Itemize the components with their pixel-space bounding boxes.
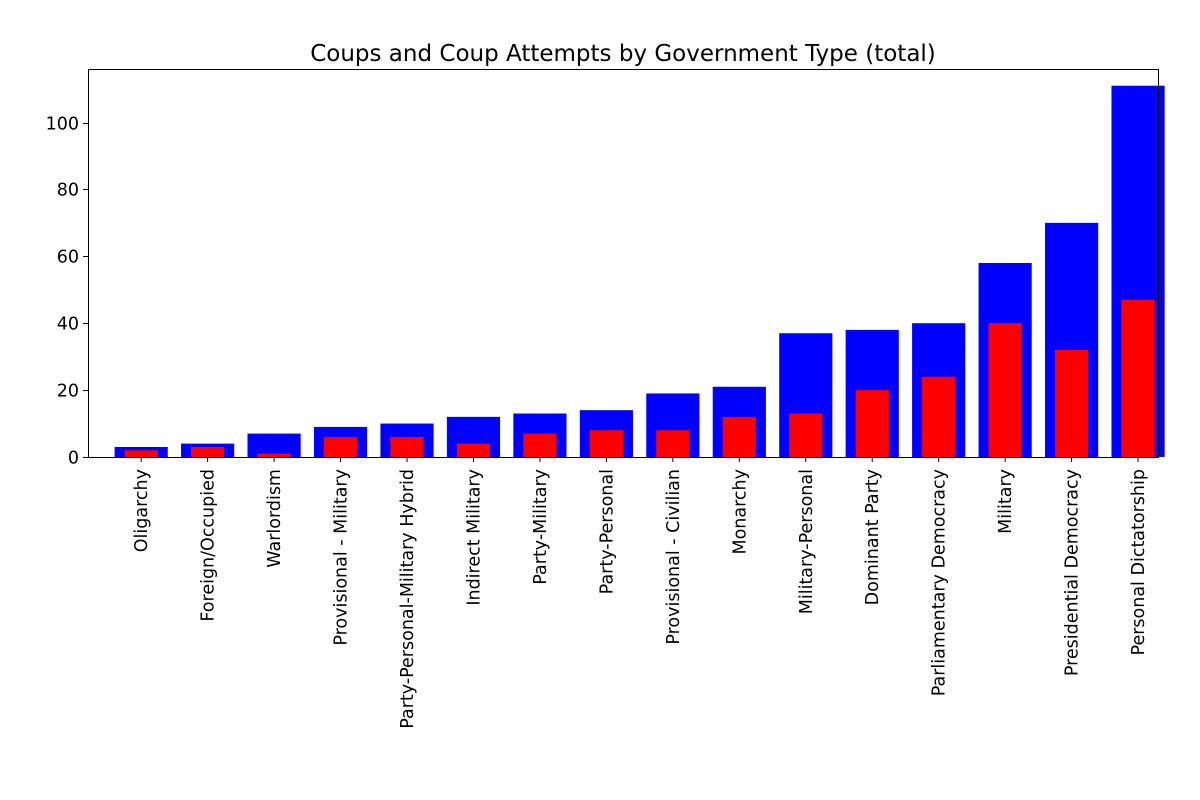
x-tick-label-11: Dominant Party	[863, 469, 883, 605]
bar-series-2-2	[257, 453, 291, 457]
bar-series-1-2	[247, 433, 301, 457]
bar-series-2-6	[523, 433, 557, 457]
bar-series-2-11	[855, 390, 889, 457]
bar-series-2-13	[988, 323, 1022, 457]
y-tick-label-2: 40	[57, 315, 79, 335]
x-tick-label-3: Provisional - Military	[332, 469, 352, 646]
bar-series-2-3	[323, 436, 358, 457]
bar-series-2-0	[124, 450, 158, 457]
x-tick-label-6: Party-Military	[531, 469, 551, 585]
x-tick-label-0: Oligarchy	[132, 469, 152, 552]
bar-series-2-8	[656, 430, 690, 457]
bar-series-2-10	[789, 413, 823, 457]
x-tick-label-10: Military-Personal	[797, 469, 817, 614]
bar-series-2-9	[722, 416, 756, 457]
x-tick-label-12: Parliamentary Democracy	[930, 469, 950, 696]
bar-series-2-12	[922, 376, 956, 457]
bar-series-2-14	[1054, 349, 1089, 457]
chart-title: Coups and Coup Attempts by Government Ty…	[310, 41, 936, 67]
y-tick-label-0: 0	[68, 449, 79, 469]
x-tick-label-14: Presidential Democracy	[1063, 469, 1083, 676]
y-tick-label-5: 100	[46, 115, 79, 135]
bar-series-2-4	[390, 436, 424, 457]
x-tick-label-8: Provisional - Civilian	[664, 469, 684, 645]
x-tick-label-4: Party-Personal-Military Hybrid	[398, 469, 418, 729]
plot-frame	[88, 69, 1159, 458]
bar-series-2-7	[589, 430, 623, 457]
bar-series-2-5	[456, 443, 491, 457]
x-tick-label-9: Monarchy	[730, 469, 750, 555]
x-tick-label-13: Military	[996, 469, 1016, 534]
x-tick-label-15: Personal Dictatorship	[1129, 469, 1149, 655]
y-tick-label-4: 80	[57, 181, 79, 201]
bar-series-2-1	[191, 446, 225, 457]
y-axis: 0 20 40 60 80 100	[46, 115, 88, 469]
x-axis: Oligarchy Foreign/Occupied Warlordism Provi…	[132, 457, 1149, 729]
bar-series-2-15	[1121, 299, 1155, 457]
bars-layer	[114, 85, 1165, 457]
y-tick-label-3: 60	[57, 248, 79, 268]
x-tick-label-2: Warlordism	[265, 469, 285, 568]
y-tick-label-1: 20	[57, 382, 79, 402]
x-tick-label-5: Indirect Military	[464, 469, 484, 606]
x-tick-label-1: Foreign/Occupied	[199, 469, 219, 622]
x-tick-label-7: Party-Personal	[597, 469, 617, 594]
